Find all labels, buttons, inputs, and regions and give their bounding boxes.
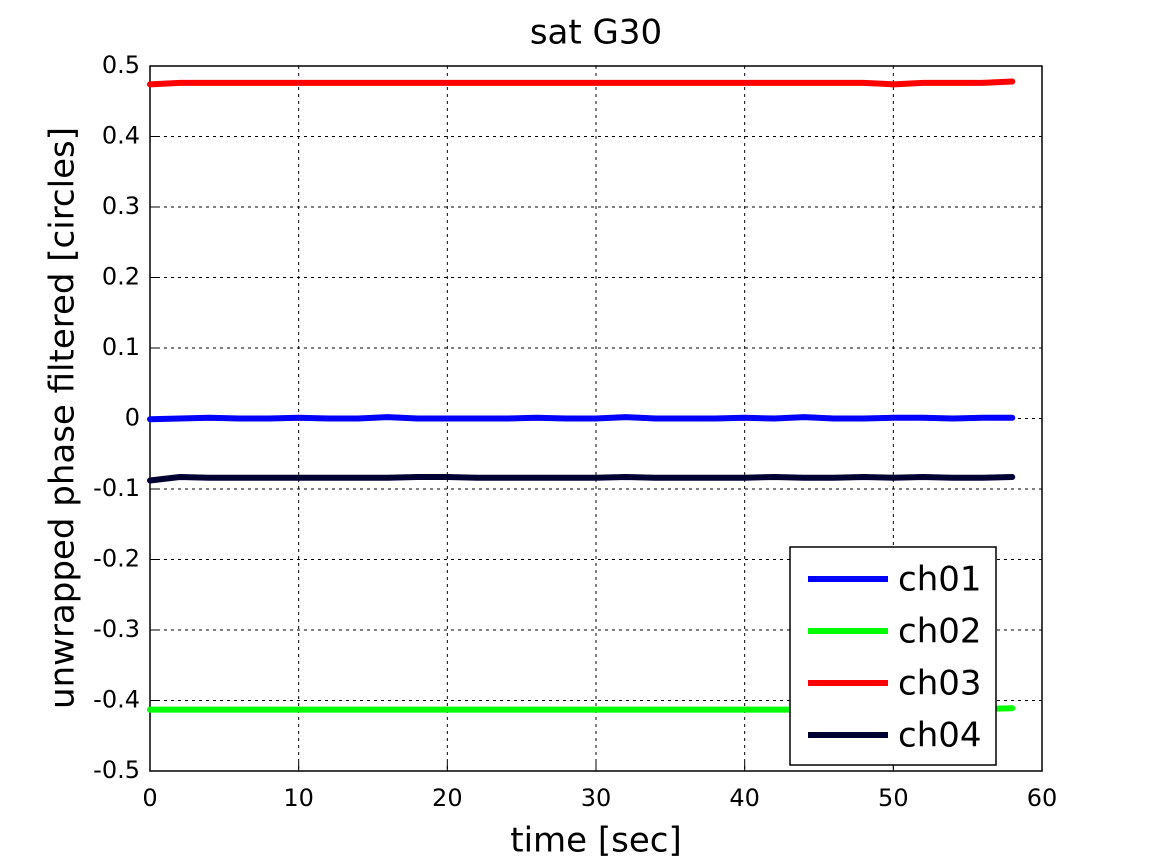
legend-label: ch04: [898, 716, 982, 756]
x-tick-label: 40: [729, 784, 760, 812]
legend-label: ch02: [898, 612, 982, 652]
x-tick-label: 20: [432, 784, 463, 812]
series-line: [147, 474, 1016, 484]
y-axis-label: unwrapped phase filtered [circles]: [43, 127, 83, 709]
y-tick-label: 0.4: [102, 122, 140, 150]
y-tick-label: -0.2: [93, 545, 140, 573]
y-tick-label: -0.3: [93, 615, 140, 643]
y-tick-label: 0: [125, 404, 140, 432]
x-tick-label: 10: [283, 784, 314, 812]
y-tick-label: -0.5: [93, 756, 140, 784]
y-tick-label: 0.5: [102, 51, 140, 79]
legend-label: ch03: [898, 664, 982, 704]
x-tick-label: 0: [142, 784, 157, 812]
series-line: [147, 78, 1016, 88]
chart-title: sat G30: [530, 13, 662, 53]
legend-label: ch01: [898, 560, 982, 600]
y-tick-label: 0.2: [102, 263, 140, 291]
series-line: [147, 414, 1016, 423]
y-tick-label: 0.1: [102, 333, 140, 361]
x-axis-label: time [sec]: [510, 821, 681, 861]
y-tick-label: -0.1: [93, 474, 140, 502]
x-tick-label: 60: [1027, 784, 1058, 812]
y-tick-label: -0.4: [93, 686, 140, 714]
legend-box: [789, 546, 997, 766]
x-tick-label: 30: [581, 784, 612, 812]
y-tick-label: 0.3: [102, 192, 140, 220]
x-tick-label: 50: [878, 784, 909, 812]
